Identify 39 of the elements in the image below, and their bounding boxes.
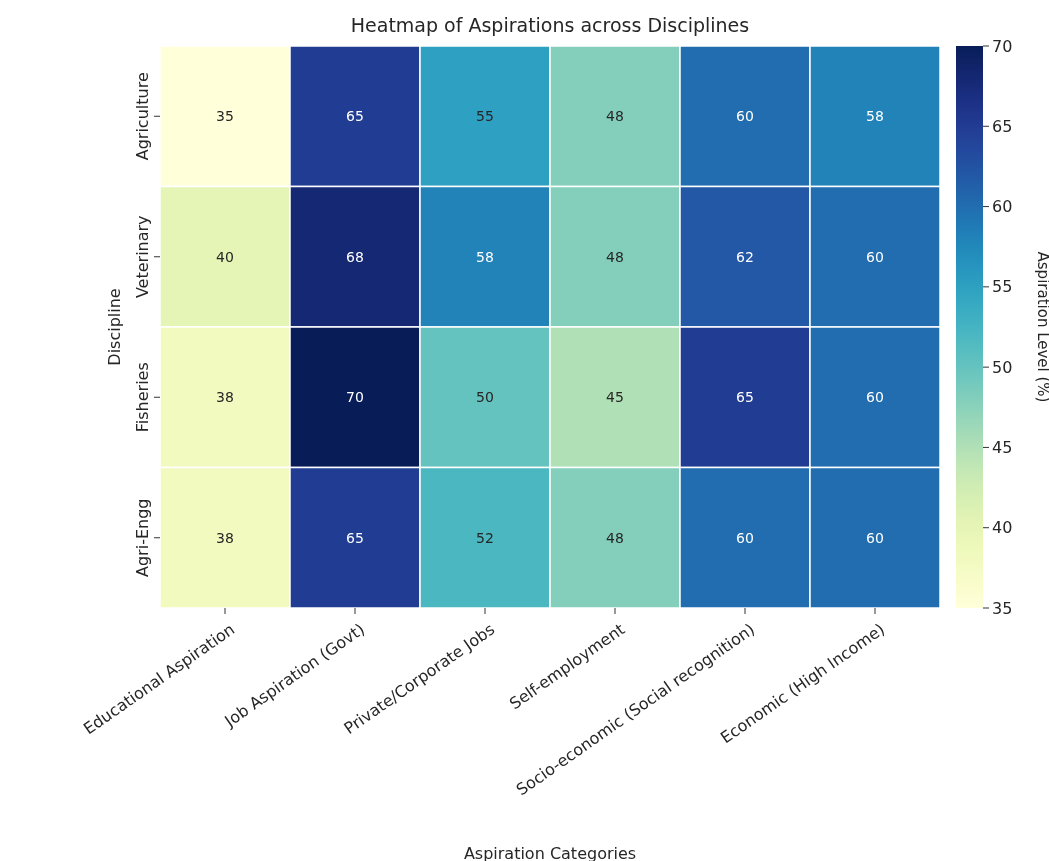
color-bar-label: 65 — [992, 116, 1013, 136]
data-label: 65 — [346, 529, 364, 546]
data-label: 60 — [736, 529, 754, 546]
color-bar-label: 70 — [992, 36, 1013, 56]
color-bar-label: 55 — [992, 277, 1013, 297]
color-bar-title: Aspiration Level (%) — [1034, 251, 1049, 403]
y-axis-title: Discipline — [105, 288, 124, 366]
data-label: 60 — [866, 389, 884, 406]
data-label: 60 — [736, 108, 754, 125]
data-label: 40 — [216, 248, 234, 265]
data-label: 50 — [476, 389, 494, 406]
color-bar-label: 50 — [992, 357, 1013, 377]
data-label: 58 — [476, 248, 494, 265]
chart-title: Heatmap of Aspirations across Disciplines — [350, 14, 750, 36]
data-label: 68 — [346, 248, 364, 265]
color-bar-label: 60 — [992, 197, 1013, 217]
data-label: 55 — [476, 108, 494, 125]
y-tick-label: Veterinary — [133, 215, 152, 299]
data-label: 48 — [606, 529, 624, 546]
color-bar-label: 35 — [992, 598, 1013, 618]
data-label: 65 — [346, 108, 364, 125]
color-bar-label: 45 — [992, 437, 1013, 457]
y-tick-label: Fisheries — [133, 362, 152, 433]
data-label: 70 — [346, 389, 364, 406]
data-label: 48 — [606, 248, 624, 265]
color-bar-label: 40 — [992, 518, 1013, 538]
y-tick-label: Agri-Engg — [133, 498, 152, 577]
data-label: 65 — [736, 389, 754, 406]
data-label: 35 — [216, 108, 234, 125]
data-label: 58 — [866, 108, 884, 125]
data-label: 48 — [606, 108, 624, 125]
y-tick-label: Agriculture — [133, 72, 152, 161]
data-label: 38 — [216, 389, 234, 406]
data-label: 45 — [606, 389, 624, 406]
data-label: 60 — [866, 529, 884, 546]
data-label: 52 — [476, 529, 494, 546]
data-label: 60 — [866, 248, 884, 265]
data-label: 62 — [736, 248, 754, 265]
data-label: 38 — [216, 529, 234, 546]
